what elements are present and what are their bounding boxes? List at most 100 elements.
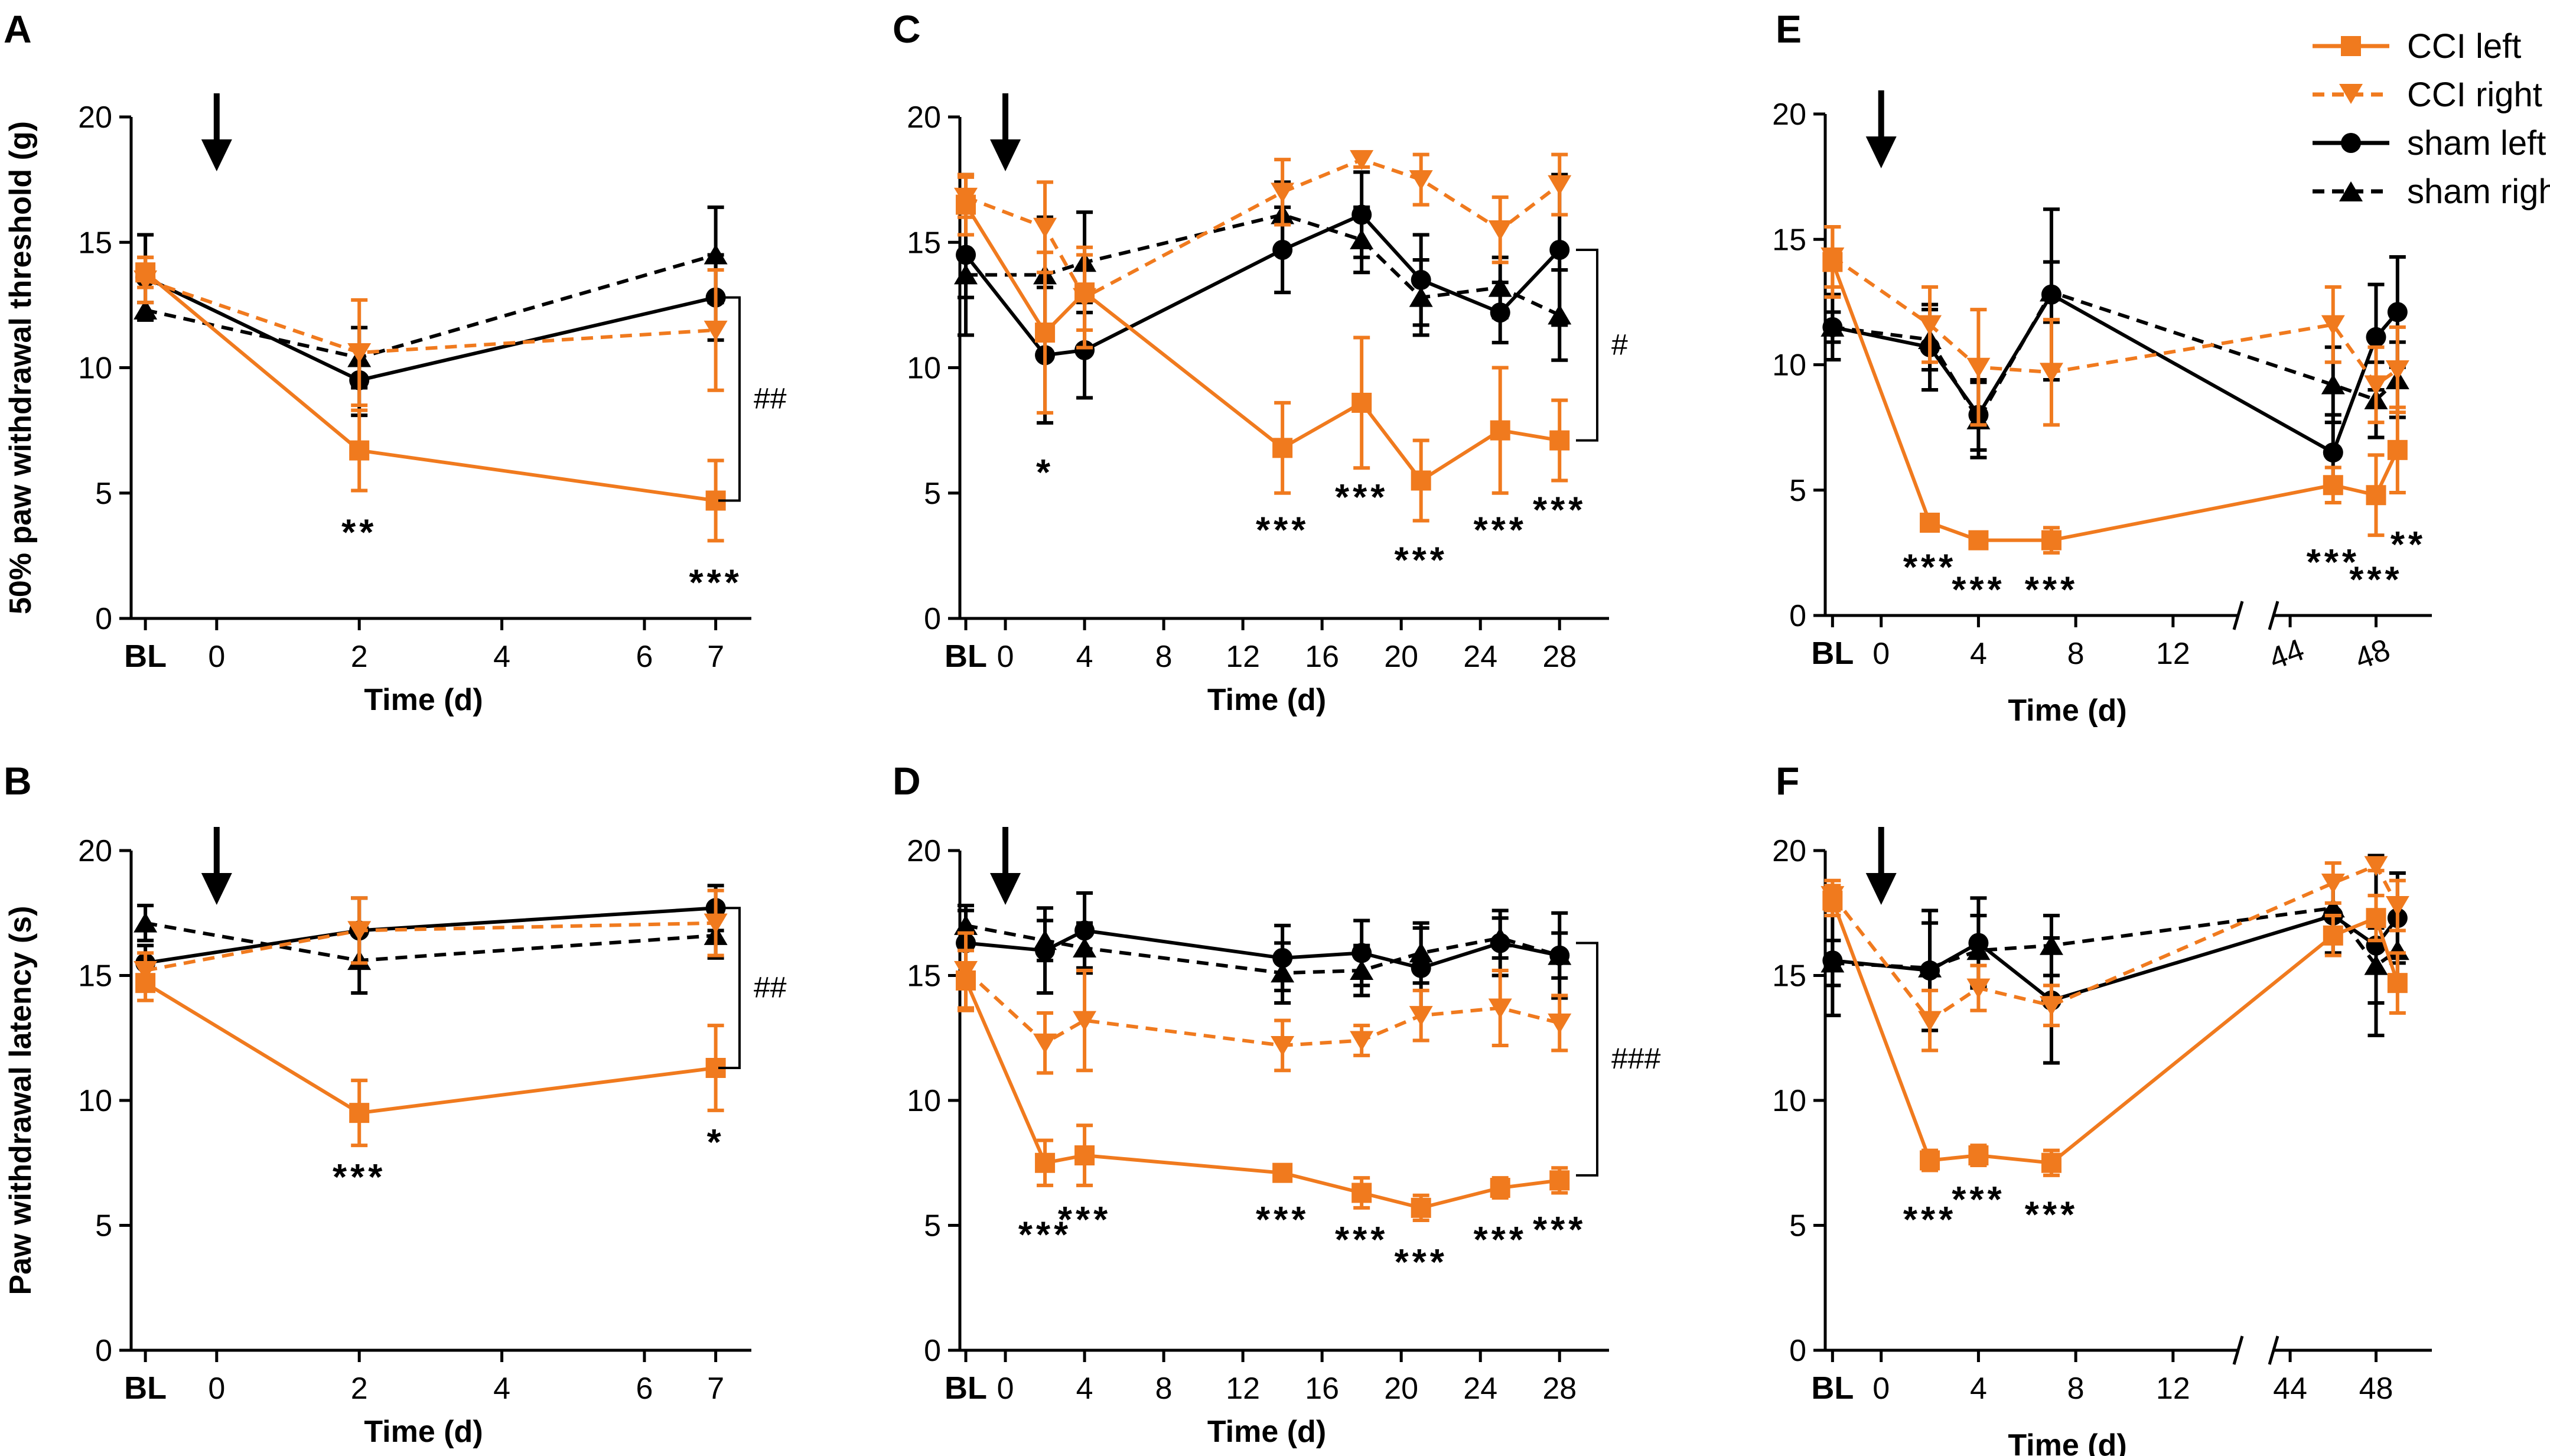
- panel-e-significance: ***: [1903, 547, 1956, 588]
- panel-d-point-cci-right: [1350, 1031, 1374, 1051]
- panel-c-line-cci-right: [965, 158, 1561, 299]
- panel-d-point-sham-left: [1035, 940, 1056, 961]
- panel-c-point-sham-left: [1272, 239, 1293, 260]
- panel-b-x-tick-label: BL: [124, 1370, 167, 1406]
- panel-f-y-tick-label: 5: [1789, 1209, 1806, 1243]
- panel-c-point-cci-left: [1035, 323, 1056, 343]
- panel-e-x-tick-label: 4: [1970, 637, 1987, 671]
- panel-f-significance: ***: [1952, 1180, 2005, 1220]
- legend-item-cci-right: CCI right: [2313, 76, 2542, 114]
- panel-d-significance: ***: [1335, 1220, 1388, 1260]
- panel-d-point-cci-right: [1409, 1006, 1433, 1027]
- panel-d-x-axis-title: Time (d): [1207, 1415, 1326, 1449]
- panel-d-point-cci-left: [1272, 1162, 1293, 1183]
- panel-b: B 0 5 10 15 20 BL 0 2 4 6 7 Time (d) Paw withdrawal l…: [4, 759, 787, 1449]
- panel-a-point-cci-left: [135, 262, 156, 283]
- panel-a-significance: **: [341, 513, 377, 553]
- panel-d-significance: ***: [1474, 1220, 1527, 1260]
- panel-e-x-tick-label: 48: [2351, 633, 2395, 676]
- panel-f-line-cci-right: [1831, 864, 2399, 1022]
- panel-e-line-sham-left: [1832, 292, 2399, 455]
- panel-c-significance: ***: [1474, 510, 1527, 551]
- panel-e-series-cci-right: [1821, 225, 2409, 427]
- panel-c-significance: ***: [1533, 490, 1586, 530]
- panel-d-significance: ***: [1058, 1200, 1111, 1240]
- panel-e-x-tick-label: BL: [1811, 636, 1854, 671]
- panel-d-x-tick-label: 16: [1305, 1372, 1339, 1406]
- panel-f-point-cci-left: [1822, 890, 1843, 911]
- panel-a-y-tick-label: 10: [78, 351, 112, 386]
- panel-e-line-sham-right: [1832, 290, 2399, 422]
- panel-e-axis-break-1: [2232, 601, 2244, 630]
- panel-e-significance: ***: [2025, 570, 2078, 611]
- panel-f-significance: ***: [1903, 1200, 1956, 1240]
- panel-d-x-tick-label: 0: [997, 1372, 1014, 1406]
- panel-a-x-tick-label: 7: [707, 640, 724, 674]
- panel-c-bracket-label: #: [1611, 328, 1628, 361]
- panel-f-x-tick-label: BL: [1811, 1370, 1854, 1406]
- panel-a-series-sham-right: [133, 205, 728, 390]
- panel-d-point-cci-left: [956, 970, 976, 991]
- panel-f-point-cci-left: [1968, 1145, 1989, 1166]
- panel-f-point-cci-right: [2364, 856, 2388, 877]
- panel-c-x-tick-label: 16: [1305, 640, 1339, 674]
- panel-f-axis-break-2: [2268, 1336, 2279, 1365]
- panel-d-bracket-label: ###: [1611, 1042, 1661, 1075]
- panel-a-x-axis-title: Time (d): [364, 683, 483, 717]
- panel-d-point-cci-right: [1271, 1035, 1295, 1056]
- panel-c-point-sham-left: [1351, 204, 1372, 225]
- panel-e-point-cci-right: [2039, 363, 2063, 383]
- panel-a-point-cci-left: [349, 440, 370, 461]
- panel-c-x-tick-label: 28: [1542, 640, 1577, 674]
- panel-e-point-cci-right: [2364, 375, 2388, 396]
- panel-c-x-axis-title: Time (d): [1207, 683, 1326, 717]
- panel-f-y-tick-label: 15: [1772, 959, 1806, 994]
- panel-d-point-cci-right: [1033, 1033, 1057, 1054]
- panel-b-y-tick-label: 20: [78, 834, 112, 868]
- panel-b-line-cci-right: [145, 921, 716, 972]
- panel-b-letter: B: [4, 759, 32, 803]
- legend-label-sham-left: sham left: [2407, 124, 2546, 162]
- panel-c-x-tick-label: BL: [945, 639, 987, 674]
- panel-d-point-sham-left: [1272, 947, 1293, 968]
- panel-c-point-sham-left: [956, 245, 976, 265]
- panel-b-point-sham-right: [133, 912, 158, 933]
- panel-f-x-tick-label: 44: [2273, 1372, 2307, 1406]
- panel-b-x-tick-label: 2: [351, 1372, 368, 1406]
- panel-a-y-axis-title: 50% paw withdrawal threshold (g): [4, 121, 38, 614]
- panel-c-point-cci-left: [956, 194, 976, 215]
- panel-c-point-cci-right: [1488, 220, 1512, 241]
- panel-b-y-axis-title: Paw withdrawal latency (s): [4, 906, 38, 1295]
- panel-a-x-tick-label: BL: [124, 639, 167, 674]
- panel-e-point-sham-left: [2323, 442, 2343, 463]
- panel-e-point-cci-left: [2366, 485, 2386, 506]
- panel-e-point-sham-right: [2321, 374, 2345, 395]
- panel-e-point-cci-left: [2387, 439, 2408, 460]
- panel-b-bracket: [718, 907, 741, 1070]
- panel-f-point-cci-left: [1920, 1150, 1940, 1171]
- legend-label-sham-right: sham right: [2407, 172, 2550, 211]
- panel-c-y-tick-label: 20: [907, 100, 941, 135]
- panel-c-x-tick-label: 4: [1076, 640, 1093, 674]
- panel-c-x-tick-label: 8: [1155, 640, 1173, 674]
- panel-b-x-tick-label: 6: [636, 1372, 653, 1406]
- panel-d-point-cci-right: [1548, 1013, 1572, 1034]
- panel-a-point-cci-right: [704, 320, 728, 341]
- panel-b-series-sham-left: [135, 884, 726, 982]
- panel-e-line-cci-right: [1831, 255, 2399, 387]
- panel-d-series-cci-left: [956, 949, 1570, 1223]
- panel-f-series-sham-left: [1822, 854, 2408, 1065]
- panel-d-x-tick-label: 28: [1542, 1372, 1577, 1406]
- legend-marker-cci-right: [2339, 84, 2363, 104]
- panel-a-x-tick-label: 6: [636, 640, 653, 674]
- panel-c-series-cci-left: [956, 172, 1570, 523]
- down-arrow-icon: [1865, 136, 1897, 168]
- panel-f-line-sham-right: [1832, 906, 2399, 970]
- down-arrow-icon: [990, 873, 1021, 905]
- panel-c-point-sham-left: [1411, 269, 1431, 290]
- panel-c-point-sham-left: [1490, 302, 1510, 323]
